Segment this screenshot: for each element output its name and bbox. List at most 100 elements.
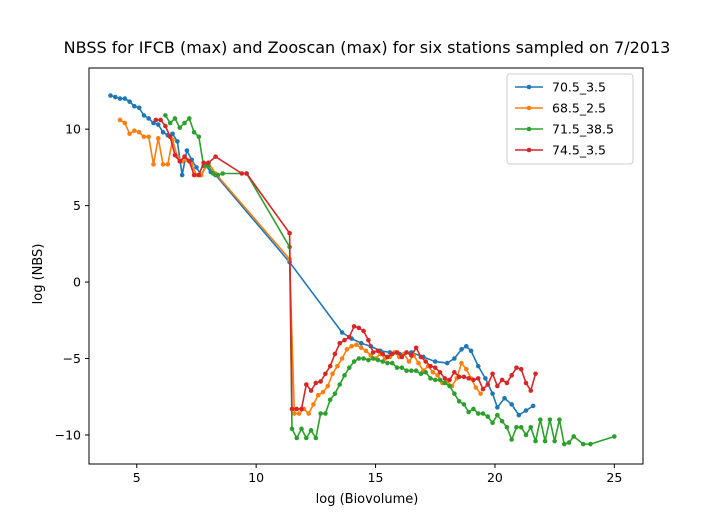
data-point-74.5_3.5-10 [201, 160, 206, 166]
data-point-71.5_38.5-58 [495, 412, 500, 418]
data-point-70.5_3.5-18 [194, 165, 199, 170]
data-point-74.5_3.5-64 [518, 366, 524, 372]
x-tick-label-10: 10 [248, 470, 264, 485]
data-point-70.5_3.5-35 [452, 356, 457, 361]
data-point-68.5_2.5-36 [363, 348, 369, 354]
data-point-71.5_38.5-73 [566, 440, 572, 445]
data-point-74.5_3.5-63 [514, 365, 519, 370]
data-point-68.5_2.5-30 [335, 363, 340, 369]
data-point-74.5_3.5-37 [389, 351, 395, 357]
data-point-70.5_3.5-36 [459, 347, 464, 352]
data-point-71.5_38.5-0 [163, 113, 168, 118]
data-point-68.5_2.5-31 [339, 356, 345, 361]
data-point-74.5_3.5-13 [239, 171, 245, 176]
data-point-68.5_2.5-28 [325, 383, 331, 389]
data-point-71.5_38.5-28 [351, 359, 357, 364]
data-point-74.5_3.5-29 [351, 324, 357, 329]
data-point-71.5_38.5-23 [327, 397, 333, 403]
data-point-70.5_3.5-3 [122, 96, 128, 101]
data-point-70.5_3.5-45 [516, 412, 522, 418]
data-point-74.5_3.5-34 [375, 348, 381, 354]
data-point-71.5_38.5-10 [210, 171, 216, 176]
data-point-74.5_3.5-9 [196, 172, 202, 178]
data-point-71.5_38.5-21 [318, 411, 323, 416]
data-point-74.5_3.5-35 [380, 351, 386, 357]
data-point-74.5_3.5-49 [447, 377, 452, 383]
data-point-74.5_3.5-17 [294, 406, 300, 412]
data-point-74.5_3.5-12 [213, 154, 218, 159]
data-point-74.5_3.5-41 [409, 353, 414, 358]
data-point-70.5_3.5-5 [132, 103, 137, 109]
data-point-74.5_3.5-54 [471, 377, 476, 383]
data-point-70.5_3.5-6 [136, 105, 142, 111]
data-point-74.5_3.5-60 [499, 377, 505, 383]
data-point-71.5_38.5-51 [461, 402, 467, 407]
data-point-71.5_38.5-2 [172, 116, 178, 121]
data-point-74.5_3.5-30 [356, 325, 362, 331]
data-point-68.5_2.5-56 [459, 360, 464, 366]
data-point-71.5_38.5-62 [514, 425, 519, 430]
data-point-74.5_3.5-67 [533, 371, 538, 377]
data-point-71.5_38.5-52 [466, 409, 471, 415]
data-point-71.5_38.5-75 [581, 441, 586, 447]
chart-title: NBSS for IFCB (max) and Zooscan (max) fo… [64, 38, 671, 57]
data-point-70.5_3.5-7 [141, 113, 147, 118]
data-point-71.5_38.5-59 [499, 418, 505, 424]
data-point-71.5_38.5-4 [182, 120, 187, 126]
data-point-70.5_3.5-46 [523, 408, 529, 413]
series-74.5_3.5 [153, 117, 538, 412]
data-point-74.5_3.5-32 [366, 337, 371, 343]
x-tick-label-15: 15 [368, 470, 384, 485]
data-point-70.5_3.5-11 [160, 129, 166, 135]
data-point-71.5_38.5-26 [342, 373, 347, 378]
data-point-74.5_3.5-11 [206, 160, 211, 166]
legend-label-71.5_38.5: 71.5_38.5 [552, 122, 614, 137]
legend-swatch-marker-71.5_38.5 [526, 126, 532, 132]
data-point-68.5_2.5-29 [330, 371, 335, 377]
data-point-71.5_38.5-68 [542, 438, 548, 444]
data-point-71.5_38.5-38 [399, 365, 405, 370]
data-point-74.5_3.5-22 [318, 379, 323, 384]
data-point-74.5_3.5-42 [413, 345, 419, 351]
data-point-70.5_3.5-1 [112, 94, 118, 100]
series-70.5_3.5 [108, 93, 536, 418]
data-point-74.5_3.5-16 [289, 406, 295, 412]
data-point-71.5_38.5-67 [538, 417, 543, 422]
data-point-74.5_3.5-56 [480, 386, 486, 392]
data-point-71.5_38.5-11 [215, 172, 221, 178]
data-point-71.5_38.5-24 [332, 391, 338, 396]
data-point-71.5_38.5-61 [509, 437, 514, 442]
data-point-71.5_38.5-1 [167, 120, 173, 126]
data-point-68.5_2.5-47 [416, 360, 421, 366]
data-point-71.5_38.5-60 [504, 425, 510, 430]
data-point-71.5_38.5-57 [490, 420, 495, 426]
data-point-74.5_3.5-46 [432, 365, 438, 370]
x-tick-label-5: 5 [133, 470, 141, 485]
data-point-68.5_2.5-2 [127, 131, 132, 137]
data-point-68.5_2.5-34 [354, 342, 359, 348]
data-point-70.5_3.5-16 [184, 148, 190, 153]
data-point-74.5_3.5-14 [244, 171, 249, 176]
data-point-68.5_2.5-33 [349, 343, 354, 349]
data-point-70.5_3.5-47 [530, 403, 536, 409]
data-point-68.5_2.5-35 [358, 345, 364, 351]
data-point-70.5_3.5-38 [468, 348, 474, 354]
data-point-68.5_2.5-50 [430, 369, 436, 375]
data-point-71.5_38.5-71 [557, 417, 562, 422]
data-point-74.5_3.5-62 [509, 373, 514, 378]
data-point-71.5_38.5-65 [528, 425, 534, 430]
data-point-74.5_3.5-5 [177, 158, 183, 164]
data-point-71.5_38.5-19 [308, 428, 314, 433]
data-point-70.5_3.5-34 [444, 360, 450, 366]
data-point-74.5_3.5-6 [182, 154, 187, 159]
plot-area: 5 10 15 20 25 −10 −5 0 5 10 [55, 67, 644, 485]
data-point-71.5_38.5-37 [394, 365, 400, 370]
data-point-68.5_2.5-45 [406, 359, 412, 364]
data-point-74.5_3.5-48 [442, 376, 448, 381]
data-point-71.5_38.5-40 [409, 368, 414, 374]
series-68.5_2.5 [117, 117, 483, 416]
data-point-74.5_3.5-28 [346, 334, 352, 340]
data-point-71.5_38.5-70 [552, 438, 557, 444]
